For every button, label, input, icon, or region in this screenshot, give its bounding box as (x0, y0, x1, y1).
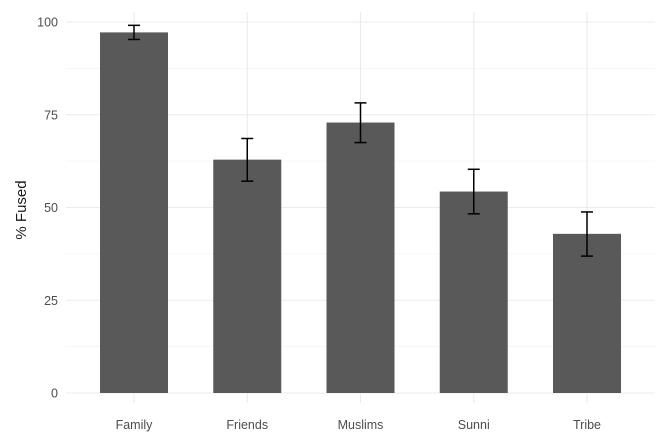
x-tick-label: Friends (226, 418, 268, 432)
error-bars (128, 24, 593, 257)
y-axis-ticks: 0 25 50 75 100 (37, 16, 58, 401)
error-bar-friends (241, 137, 254, 182)
y-tick-label: 25 (44, 294, 58, 308)
x-tick-label: Sunni (458, 418, 490, 432)
bar-muslims (326, 122, 395, 393)
error-bar-muslims (354, 102, 367, 144)
y-tick-label: 0 (51, 387, 58, 401)
error-bar-tribe (581, 211, 593, 257)
bar-tribe (553, 233, 621, 393)
y-tick-label: 100 (37, 16, 58, 30)
error-bar-sunni (467, 168, 480, 215)
bar-family (100, 32, 168, 393)
y-tick-label: 50 (44, 201, 58, 215)
y-axis-title: % Fused (13, 180, 30, 239)
bar-friends (213, 159, 282, 393)
x-tick-label: Tribe (573, 418, 601, 432)
bars (100, 32, 621, 393)
x-axis-ticks: Family Friends Muslims Sunni Tribe (116, 418, 601, 432)
x-tick-label: Family (116, 418, 154, 432)
error-bar-family (128, 24, 140, 41)
x-tick-label: Muslims (338, 418, 384, 432)
bar-sunni (439, 191, 508, 393)
y-tick-label: 75 (44, 108, 58, 122)
